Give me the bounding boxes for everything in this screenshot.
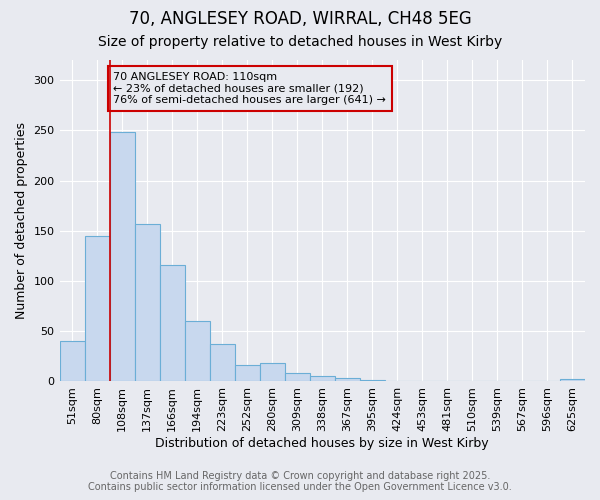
Y-axis label: Number of detached properties: Number of detached properties xyxy=(15,122,28,319)
Bar xyxy=(335,378,360,382)
Bar xyxy=(360,380,385,382)
Bar xyxy=(110,132,134,382)
Text: Contains HM Land Registry data © Crown copyright and database right 2025.
Contai: Contains HM Land Registry data © Crown c… xyxy=(88,471,512,492)
Bar xyxy=(560,380,585,382)
Bar xyxy=(160,265,185,382)
Text: 70, ANGLESEY ROAD, WIRRAL, CH48 5EG: 70, ANGLESEY ROAD, WIRRAL, CH48 5EG xyxy=(128,10,472,28)
Bar xyxy=(85,236,110,382)
Bar xyxy=(235,366,260,382)
Text: 70 ANGLESEY ROAD: 110sqm
← 23% of detached houses are smaller (192)
76% of semi-: 70 ANGLESEY ROAD: 110sqm ← 23% of detach… xyxy=(113,72,386,106)
Bar xyxy=(285,374,310,382)
X-axis label: Distribution of detached houses by size in West Kirby: Distribution of detached houses by size … xyxy=(155,437,489,450)
Bar xyxy=(134,224,160,382)
Bar xyxy=(260,364,285,382)
Text: Size of property relative to detached houses in West Kirby: Size of property relative to detached ho… xyxy=(98,35,502,49)
Bar xyxy=(185,321,209,382)
Bar xyxy=(59,342,85,382)
Bar xyxy=(310,376,335,382)
Bar xyxy=(209,344,235,382)
